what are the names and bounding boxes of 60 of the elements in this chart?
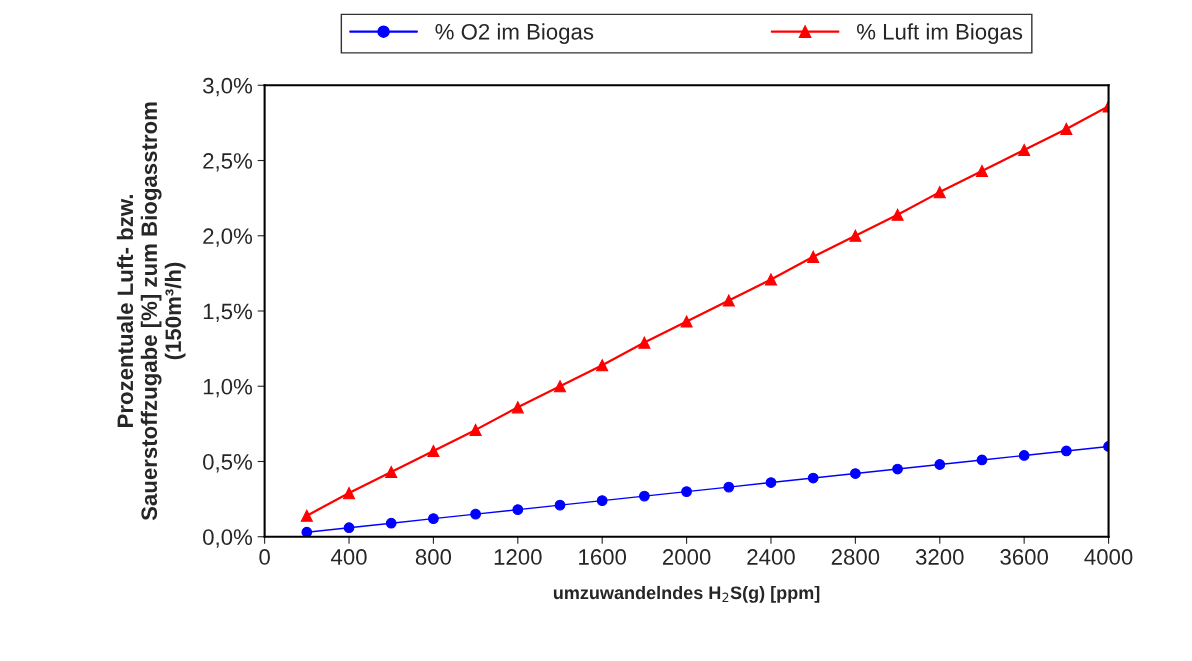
x-tick-label: 0: [259, 549, 270, 565]
x-tick-label: 800: [415, 549, 452, 565]
point: [807, 472, 819, 484]
point: [1060, 122, 1073, 135]
point: [723, 481, 735, 493]
point: [385, 465, 398, 479]
x-tick-label: 4000: [1084, 549, 1133, 565]
y-tick-label: 1,0%: [203, 378, 253, 398]
y-tick-label: 0,5%: [203, 454, 253, 473]
point: [850, 468, 861, 479]
point: [765, 477, 777, 488]
x-tick-label: 1200: [494, 549, 542, 565]
x-tick-label: 400: [330, 549, 367, 565]
y-tick-label: 3,0%: [203, 77, 253, 97]
point: [807, 250, 820, 263]
y-tick-label: 2,0%: [203, 228, 253, 247]
x-tick-label: 3600: [1000, 549, 1049, 565]
point: [976, 454, 988, 466]
point: [342, 487, 356, 500]
point: [596, 359, 609, 372]
x-tick-label: 2400: [747, 549, 795, 565]
point: [553, 380, 567, 393]
point: [427, 444, 440, 458]
point: [1018, 450, 1030, 461]
point: [1060, 445, 1072, 457]
y-axis-title: Prozentuale Luft- bzw. Sauerstoffzugabe [%] zum Biogasstrom (150m³/h): [116, 102, 186, 521]
point: [764, 273, 778, 286]
point: [554, 499, 566, 511]
point: [428, 513, 439, 525]
point: [301, 526, 313, 537]
point: [300, 509, 313, 522]
point: [975, 164, 989, 178]
x-tick-label: 3200: [915, 549, 964, 565]
point: [1018, 143, 1031, 157]
point: [638, 336, 651, 349]
point: [511, 401, 524, 414]
point: [892, 463, 903, 475]
point: [849, 229, 862, 242]
point: [343, 522, 355, 534]
point: [512, 504, 524, 516]
legend-label: % O2 im Biogas: [435, 23, 594, 45]
y-tick-label: 0,0%: [203, 529, 253, 548]
point: [469, 423, 482, 436]
point: [891, 208, 904, 221]
x-tick-label: 2800: [831, 549, 880, 565]
x-axis-title: umzuwandelndes H$_{2}$S(g) [ppm]: [553, 585, 820, 603]
point: [680, 315, 693, 328]
point: [596, 495, 608, 506]
point: [681, 486, 692, 497]
y-tick-label: 1,5%: [203, 303, 253, 322]
x-tick-label: 2000: [662, 549, 711, 565]
x-tick-label: 1600: [579, 549, 627, 565]
point: [385, 517, 397, 529]
point: [470, 508, 481, 520]
legend-label: % Luft im Biogas: [857, 23, 1023, 45]
point: [639, 490, 650, 502]
point: [934, 459, 946, 470]
y-tick-label: 2,5%: [203, 153, 253, 172]
point: [722, 294, 735, 307]
point: [933, 186, 946, 199]
